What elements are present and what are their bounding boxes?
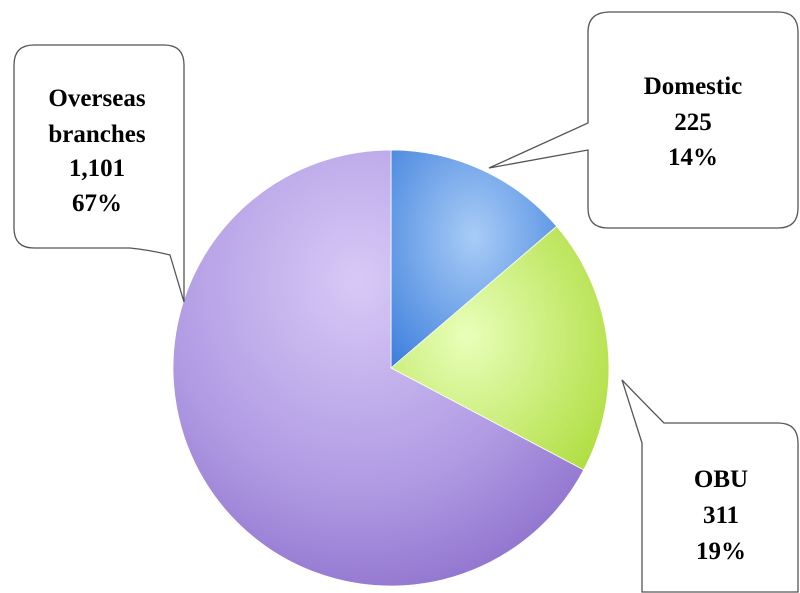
pie-slice-obu (390, 225, 610, 471)
callout-obu: OBU 311 19% (621, 379, 799, 593)
callout-overseas-box (13, 44, 185, 303)
pie-slice-domestic (390, 149, 558, 369)
callout-obu-percent: 19% (696, 538, 746, 565)
callout-overseas-label-line1: Overseas (48, 85, 145, 112)
callout-domestic-value: 225 (674, 109, 712, 136)
callout-overseas: Overseas branches 1,101 67% (13, 44, 185, 303)
callout-overseas-value: 1,101 (69, 155, 125, 182)
callout-domestic-percent: 14% (668, 144, 718, 171)
callout-domestic-label: Domestic (644, 73, 743, 100)
callout-domestic-box (488, 11, 799, 229)
pie-slice-overseas-branches (172, 149, 585, 587)
callout-obu-box (621, 379, 799, 593)
callout-obu-label: OBU (694, 466, 748, 493)
callout-overseas-percent: 67% (72, 190, 122, 217)
callout-overseas-label-line2: branches (48, 121, 146, 148)
callout-domestic: Domestic 225 14% (488, 11, 799, 229)
callout-obu-value: 311 (703, 502, 739, 529)
